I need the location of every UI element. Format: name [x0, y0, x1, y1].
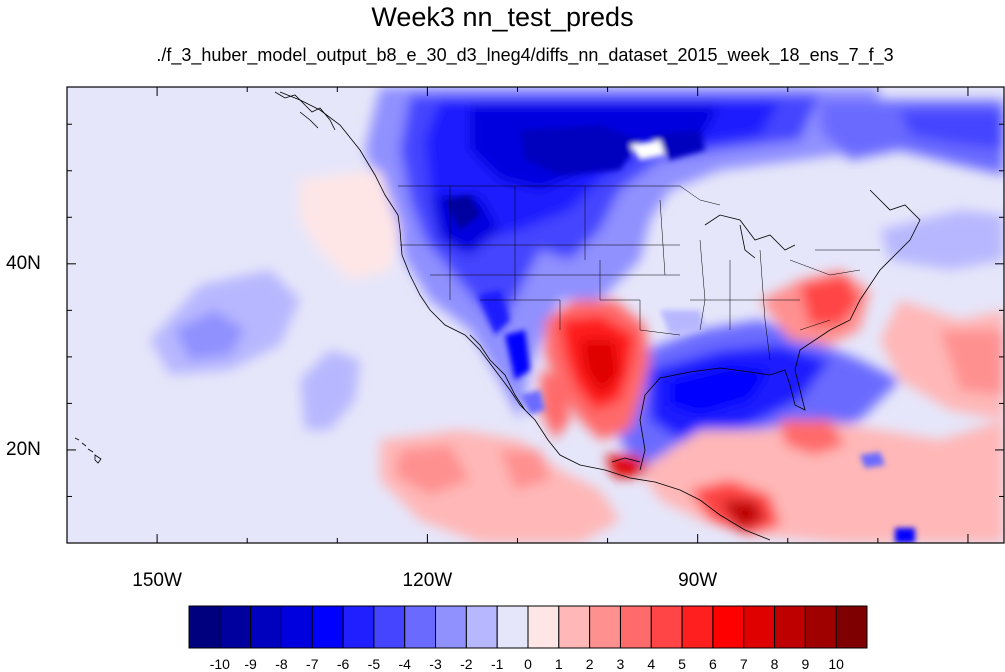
alaska-coast: [274, 91, 336, 131]
colorbar-tick-label: -4: [398, 656, 411, 672]
colorbar-swatch: [250, 605, 282, 649]
colorbar-tick-label: 4: [647, 656, 656, 672]
colorbar-tick-label: 3: [616, 656, 625, 672]
colorbar-tick-label: 6: [709, 656, 717, 672]
map-ticks: [66, 87, 1004, 544]
colorbar-tick-label: -5: [367, 656, 381, 672]
colorbar-swatch: [496, 605, 529, 649]
coastlines: [279, 91, 921, 541]
colorbar-tick-label: -8: [275, 656, 288, 672]
hawaii-islands: [74, 437, 102, 464]
colorbar-tick-label: 9: [801, 656, 810, 672]
colorbar-tick-label: -10: [209, 656, 230, 672]
colorbar-swatch: [650, 605, 683, 649]
colorbar-swatch: [619, 605, 652, 649]
colorbar-tick-label: -2: [460, 656, 473, 672]
colorbar-tick-label: -7: [306, 656, 319, 672]
colorbar-tick-label: -9: [244, 656, 257, 672]
colorbar-tick-label: 7: [739, 656, 748, 672]
colorbar-swatch: [188, 605, 221, 649]
colorbar-swatch: [465, 605, 498, 649]
colorbar-swatch: [311, 605, 344, 649]
colorbar-tick-label: 10: [828, 656, 844, 672]
colorbar-swatch: [804, 605, 837, 649]
colorbar-swatch: [527, 605, 560, 649]
lon-label-90w: 90W: [678, 570, 718, 591]
colorbar-swatch: [712, 605, 745, 649]
colorbar-tick-label: 2: [585, 656, 594, 672]
lat-label-20n: 20N: [6, 438, 41, 460]
colorbar-swatch: [589, 605, 621, 649]
colorbar: [188, 605, 868, 649]
colorbar-tick-label: -1: [490, 656, 504, 672]
lon-label-150w: 150W: [132, 570, 182, 591]
map-title: Week3 nn_test_preds: [371, 2, 634, 32]
colorbar-tick-label: -3: [429, 656, 442, 672]
lon-label-120w: 120W: [402, 570, 453, 591]
colorbar-swatch: [219, 605, 252, 649]
colorbar-tick-label: 5: [678, 656, 686, 672]
colorbar-swatch: [774, 605, 806, 649]
colorbar-swatch: [280, 605, 313, 649]
colorbar-swatch: [342, 605, 375, 649]
field-detail: [445, 125, 915, 543]
lat-label-40n: 40N: [6, 252, 41, 274]
colorbar-swatch: [558, 605, 591, 649]
map-subtitle: ./f_3_huber_model_output_b8_e_30_d3_lneg…: [156, 45, 894, 65]
colorbar-swatch: [435, 605, 467, 649]
colorbar-swatch: [681, 605, 714, 649]
map-field: [67, 87, 1004, 543]
colorbar-tick-label: 0: [524, 656, 532, 672]
colorbar-tick-label: -6: [336, 656, 350, 672]
colorbar-tick-label: 1: [554, 656, 563, 672]
colorbar-swatch: [743, 605, 776, 649]
state-borders: [398, 185, 880, 361]
map-frame: [66, 86, 1005, 544]
colorbar-swatch: [373, 605, 406, 649]
colorbar-swatch: [835, 605, 868, 649]
anomaly-map: [66, 86, 1005, 544]
colorbar-tick-label: 8: [770, 656, 779, 672]
colorbar-swatch: [404, 605, 437, 649]
